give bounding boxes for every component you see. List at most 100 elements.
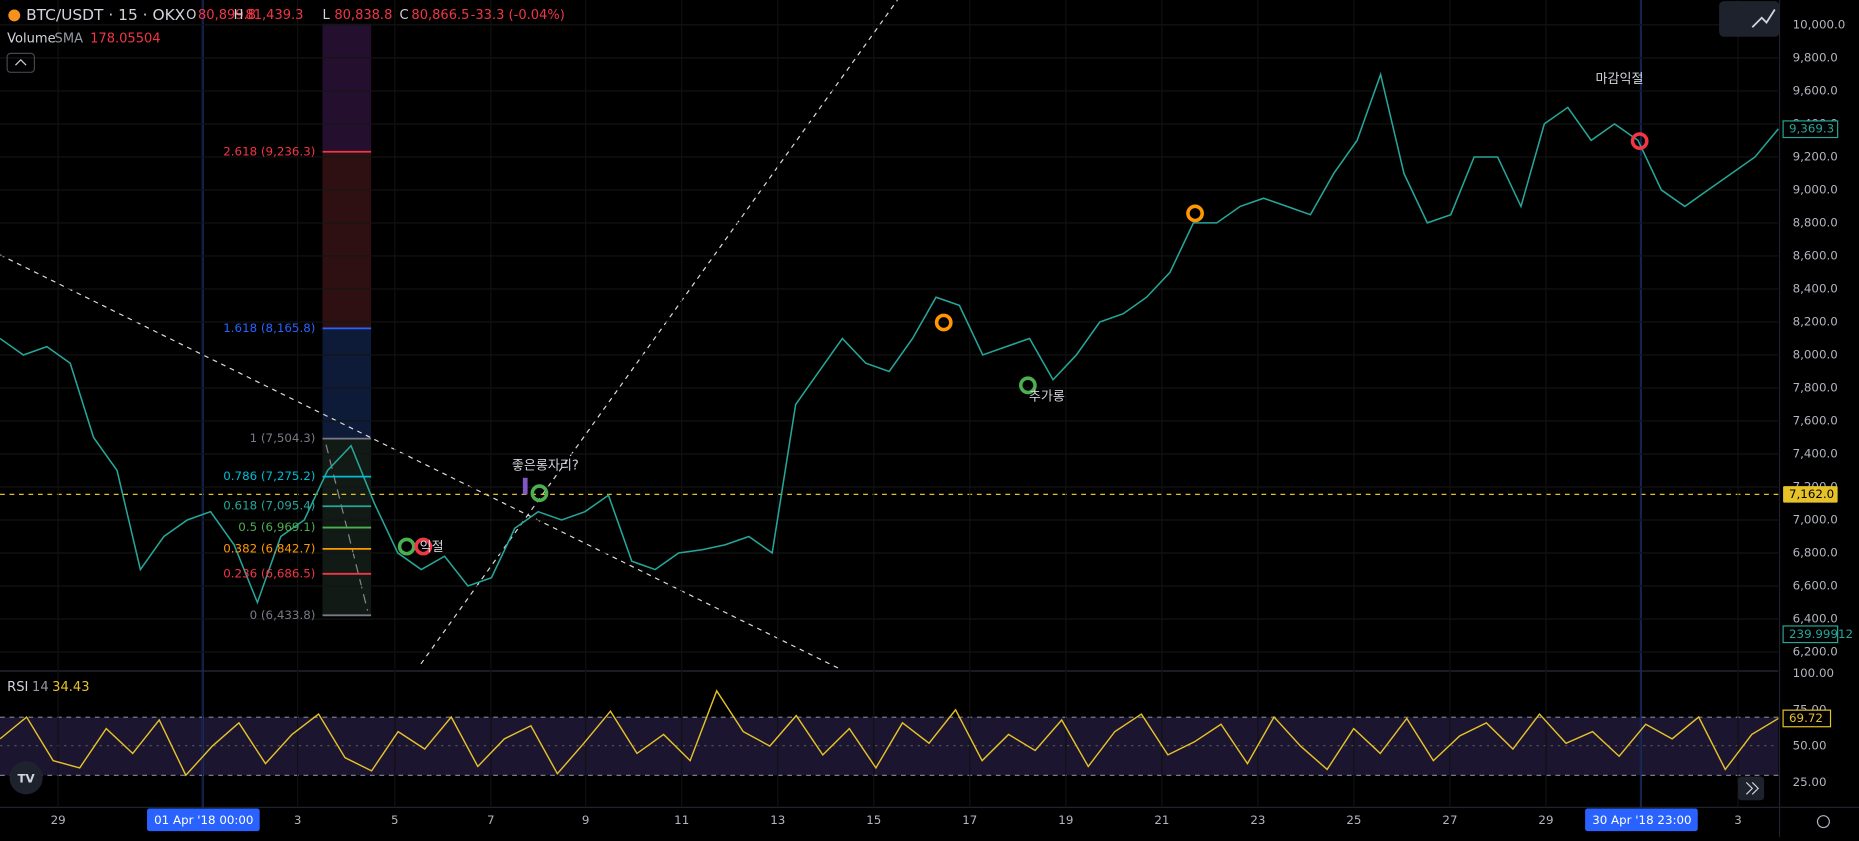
trendline (0, 254, 843, 671)
badge-border (1782, 625, 1839, 644)
annotation: 익절 (420, 540, 444, 555)
time-tick: 15 (866, 813, 881, 827)
fib-label: 2.618 (9,236.3) (223, 144, 315, 158)
time-tick: 13 (770, 813, 785, 827)
time-tick: 29 (51, 813, 66, 827)
toolbar-icon (1751, 9, 1776, 28)
price-tick: 10,000.0 (1793, 17, 1846, 31)
time-tick: 25 (1346, 813, 1361, 827)
time-tick: 11 (674, 813, 689, 827)
collapse-button[interactable] (6, 52, 36, 73)
time-tick: 19 (1058, 813, 1073, 827)
marker (1186, 204, 1204, 223)
price-tick: 7,000.0 (1793, 512, 1838, 526)
price-tick: 6,800.0 (1793, 545, 1838, 559)
logo (8, 9, 21, 22)
ohlc-value: 80,866.5 (411, 8, 469, 23)
fib-label: 1 (7,504.3) (250, 431, 316, 445)
rsi-tick: 50.00 (1793, 739, 1827, 753)
line-price-bg (1783, 486, 1838, 503)
fib-label: 0.786 (7,275.2) (223, 469, 315, 483)
badge-border (1782, 120, 1839, 139)
time-tick: 3 (294, 813, 302, 827)
marker (1630, 132, 1649, 150)
rsi-badge-bg (1782, 709, 1832, 728)
price-series (0, 71, 1779, 605)
marker (414, 537, 433, 556)
annotation: 추가롱 (1029, 390, 1065, 405)
ohlc-key: H (234, 8, 244, 23)
flag (522, 477, 528, 495)
time-tick: 21 (1154, 813, 1169, 827)
time-tick: 30 Apr '18 (1592, 813, 1653, 827)
time-tick: 27 (1442, 813, 1457, 827)
price-tick: 8,800.0 (1793, 215, 1838, 229)
toolbar[interactable] (1719, 1, 1780, 37)
ohlc-value: 80,838.8 (334, 8, 392, 23)
tv-logo-text: TV (17, 771, 35, 785)
price-tick: 7,600.0 (1793, 413, 1838, 427)
last-price-bg (1783, 120, 1838, 138)
scroll-icon (1745, 782, 1760, 795)
marker (397, 537, 416, 556)
volume-price: 239.99912 (1789, 627, 1853, 641)
rsi-tick: 100.00 (1793, 666, 1834, 680)
fib-band (322, 151, 372, 329)
symbol[interactable]: BTC/USDT · 15 · OKX (26, 6, 186, 24)
marker (530, 484, 549, 503)
marker (1019, 376, 1037, 395)
price-tick: 6,600.0 (1793, 578, 1838, 592)
ohlc-key: O (186, 8, 196, 23)
change: -33.3 (-0.04%) (471, 8, 565, 23)
time-tick-time: 23:00 (1657, 813, 1691, 827)
last-price: 9,369.3 (1789, 122, 1834, 136)
price-tick: 8,000.0 (1793, 347, 1838, 361)
scroll-button[interactable] (1738, 776, 1765, 801)
volume-price-bg (1783, 625, 1838, 643)
rsi-name: RSI (7, 680, 28, 695)
time-tick-time: 00:00 (219, 813, 253, 827)
volume-value: 178.05504 (90, 32, 160, 47)
time-tick: 9 (582, 813, 590, 827)
collapse-icon (15, 59, 27, 66)
fib-band (322, 23, 372, 152)
fib-label: 1.618 (8,165.8) (223, 321, 315, 335)
fib-band (322, 328, 372, 439)
price-tick: 8,200.0 (1793, 314, 1838, 328)
rsi-value: 34.43 (52, 680, 89, 695)
price-tick: 9,200.0 (1793, 149, 1838, 163)
price-tick: 9,000.0 (1793, 182, 1838, 196)
price-tick: 7,800.0 (1793, 380, 1838, 394)
ohlc-value: 80,899.8 (198, 8, 256, 23)
marker (934, 313, 953, 332)
rsi-tick: 25.00 (1793, 775, 1827, 789)
rsi-badge: 69.72 (1789, 711, 1823, 725)
price-tick: 7,400.0 (1793, 446, 1838, 460)
price-tick: 6,400.0 (1793, 612, 1838, 626)
time-highlight (1585, 808, 1698, 832)
fib-label: 0 (6,433.8) (250, 608, 316, 622)
price-tick: 9,800.0 (1793, 50, 1838, 64)
time-tick: 5 (391, 813, 399, 827)
time-tick: 3 (1734, 813, 1742, 827)
price-tick: 9,600.0 (1793, 83, 1838, 97)
annotation: 좋은롱자리? (512, 458, 579, 473)
volume-indicator: SMA (55, 32, 84, 47)
line-price: 7,162.0 (1789, 487, 1834, 501)
time-tick: 23 (1250, 813, 1265, 827)
annotation: 마감익절 (1596, 72, 1644, 87)
time-tick: 01 Apr '18 (154, 813, 215, 827)
settings-icon[interactable] (1816, 815, 1830, 829)
tv-logo[interactable] (9, 761, 43, 795)
ohlc-key: L (322, 8, 330, 23)
ohlc-key: C (400, 8, 409, 23)
ohlc-value: 81,439.3 (245, 8, 303, 23)
time-tick: 17 (962, 813, 977, 827)
time-tick: 29 (1538, 813, 1553, 827)
fib-label: 0.382 (6,842.7) (223, 541, 315, 555)
time-highlight (147, 808, 260, 832)
fib-label: 0.618 (7,095.4) (223, 499, 315, 513)
